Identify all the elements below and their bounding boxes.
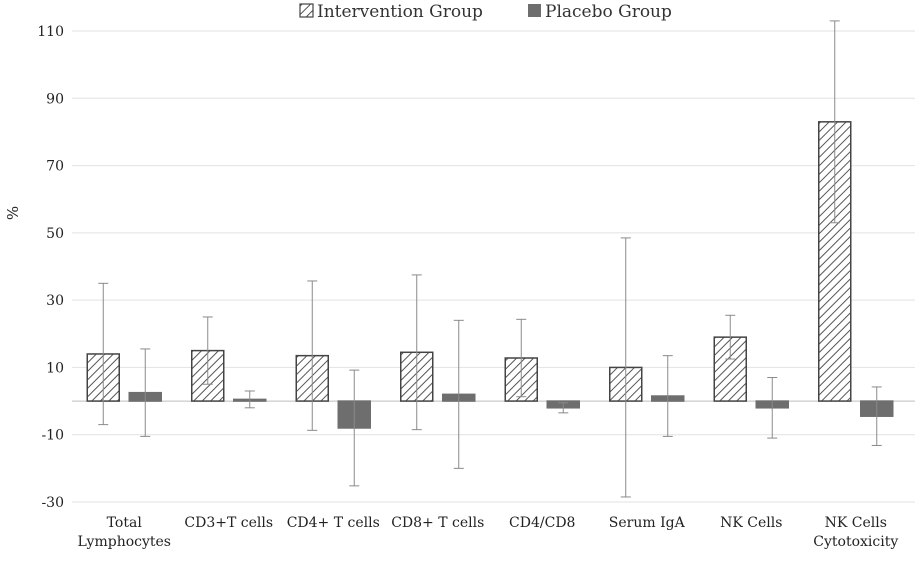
- x-tick-label: CD3+T cells: [184, 515, 273, 531]
- y-tick-label: 110: [37, 24, 64, 40]
- y-tick-label: -10: [41, 428, 64, 444]
- x-tick-label: Total Lymphocytes: [78, 515, 172, 550]
- error-bars: [98, 20, 882, 498]
- y-tick-label: 10: [46, 360, 64, 376]
- y-tick-label: 30: [46, 293, 64, 309]
- x-tick-label: NK Cells Cytotoxicity: [813, 515, 898, 550]
- x-tick-label: Serum IgA: [609, 515, 686, 531]
- legend-swatch-placebo: [528, 4, 541, 17]
- x-tick-label: NK Cells: [720, 515, 782, 531]
- legend-label-placebo: Placebo Group: [545, 2, 672, 22]
- legend-label-intervention: Intervention Group: [317, 2, 483, 22]
- x-tick-label: CD4/CD8: [509, 515, 575, 531]
- legend: Intervention Group Placebo Group: [299, 2, 672, 22]
- x-axis-labels: Total Lymphocytes CD3+T cells CD4+ T cells C…: [78, 515, 899, 550]
- y-tick-label: 50: [46, 226, 64, 242]
- y-axis-label: %: [4, 206, 22, 220]
- x-tick-label: CD4+ T cells: [287, 515, 380, 531]
- x-tick-label: CD8+ T cells: [391, 515, 484, 531]
- legend-swatch-intervention: [299, 3, 314, 18]
- y-axis: -30 -10 10 30 50 70 90 110: [37, 24, 64, 511]
- bars: [86, 121, 894, 429]
- y-tick-label: -30: [41, 495, 64, 511]
- y-tick-label: 90: [46, 91, 64, 107]
- gridlines: [72, 30, 915, 503]
- y-tick-label: 70: [46, 159, 64, 175]
